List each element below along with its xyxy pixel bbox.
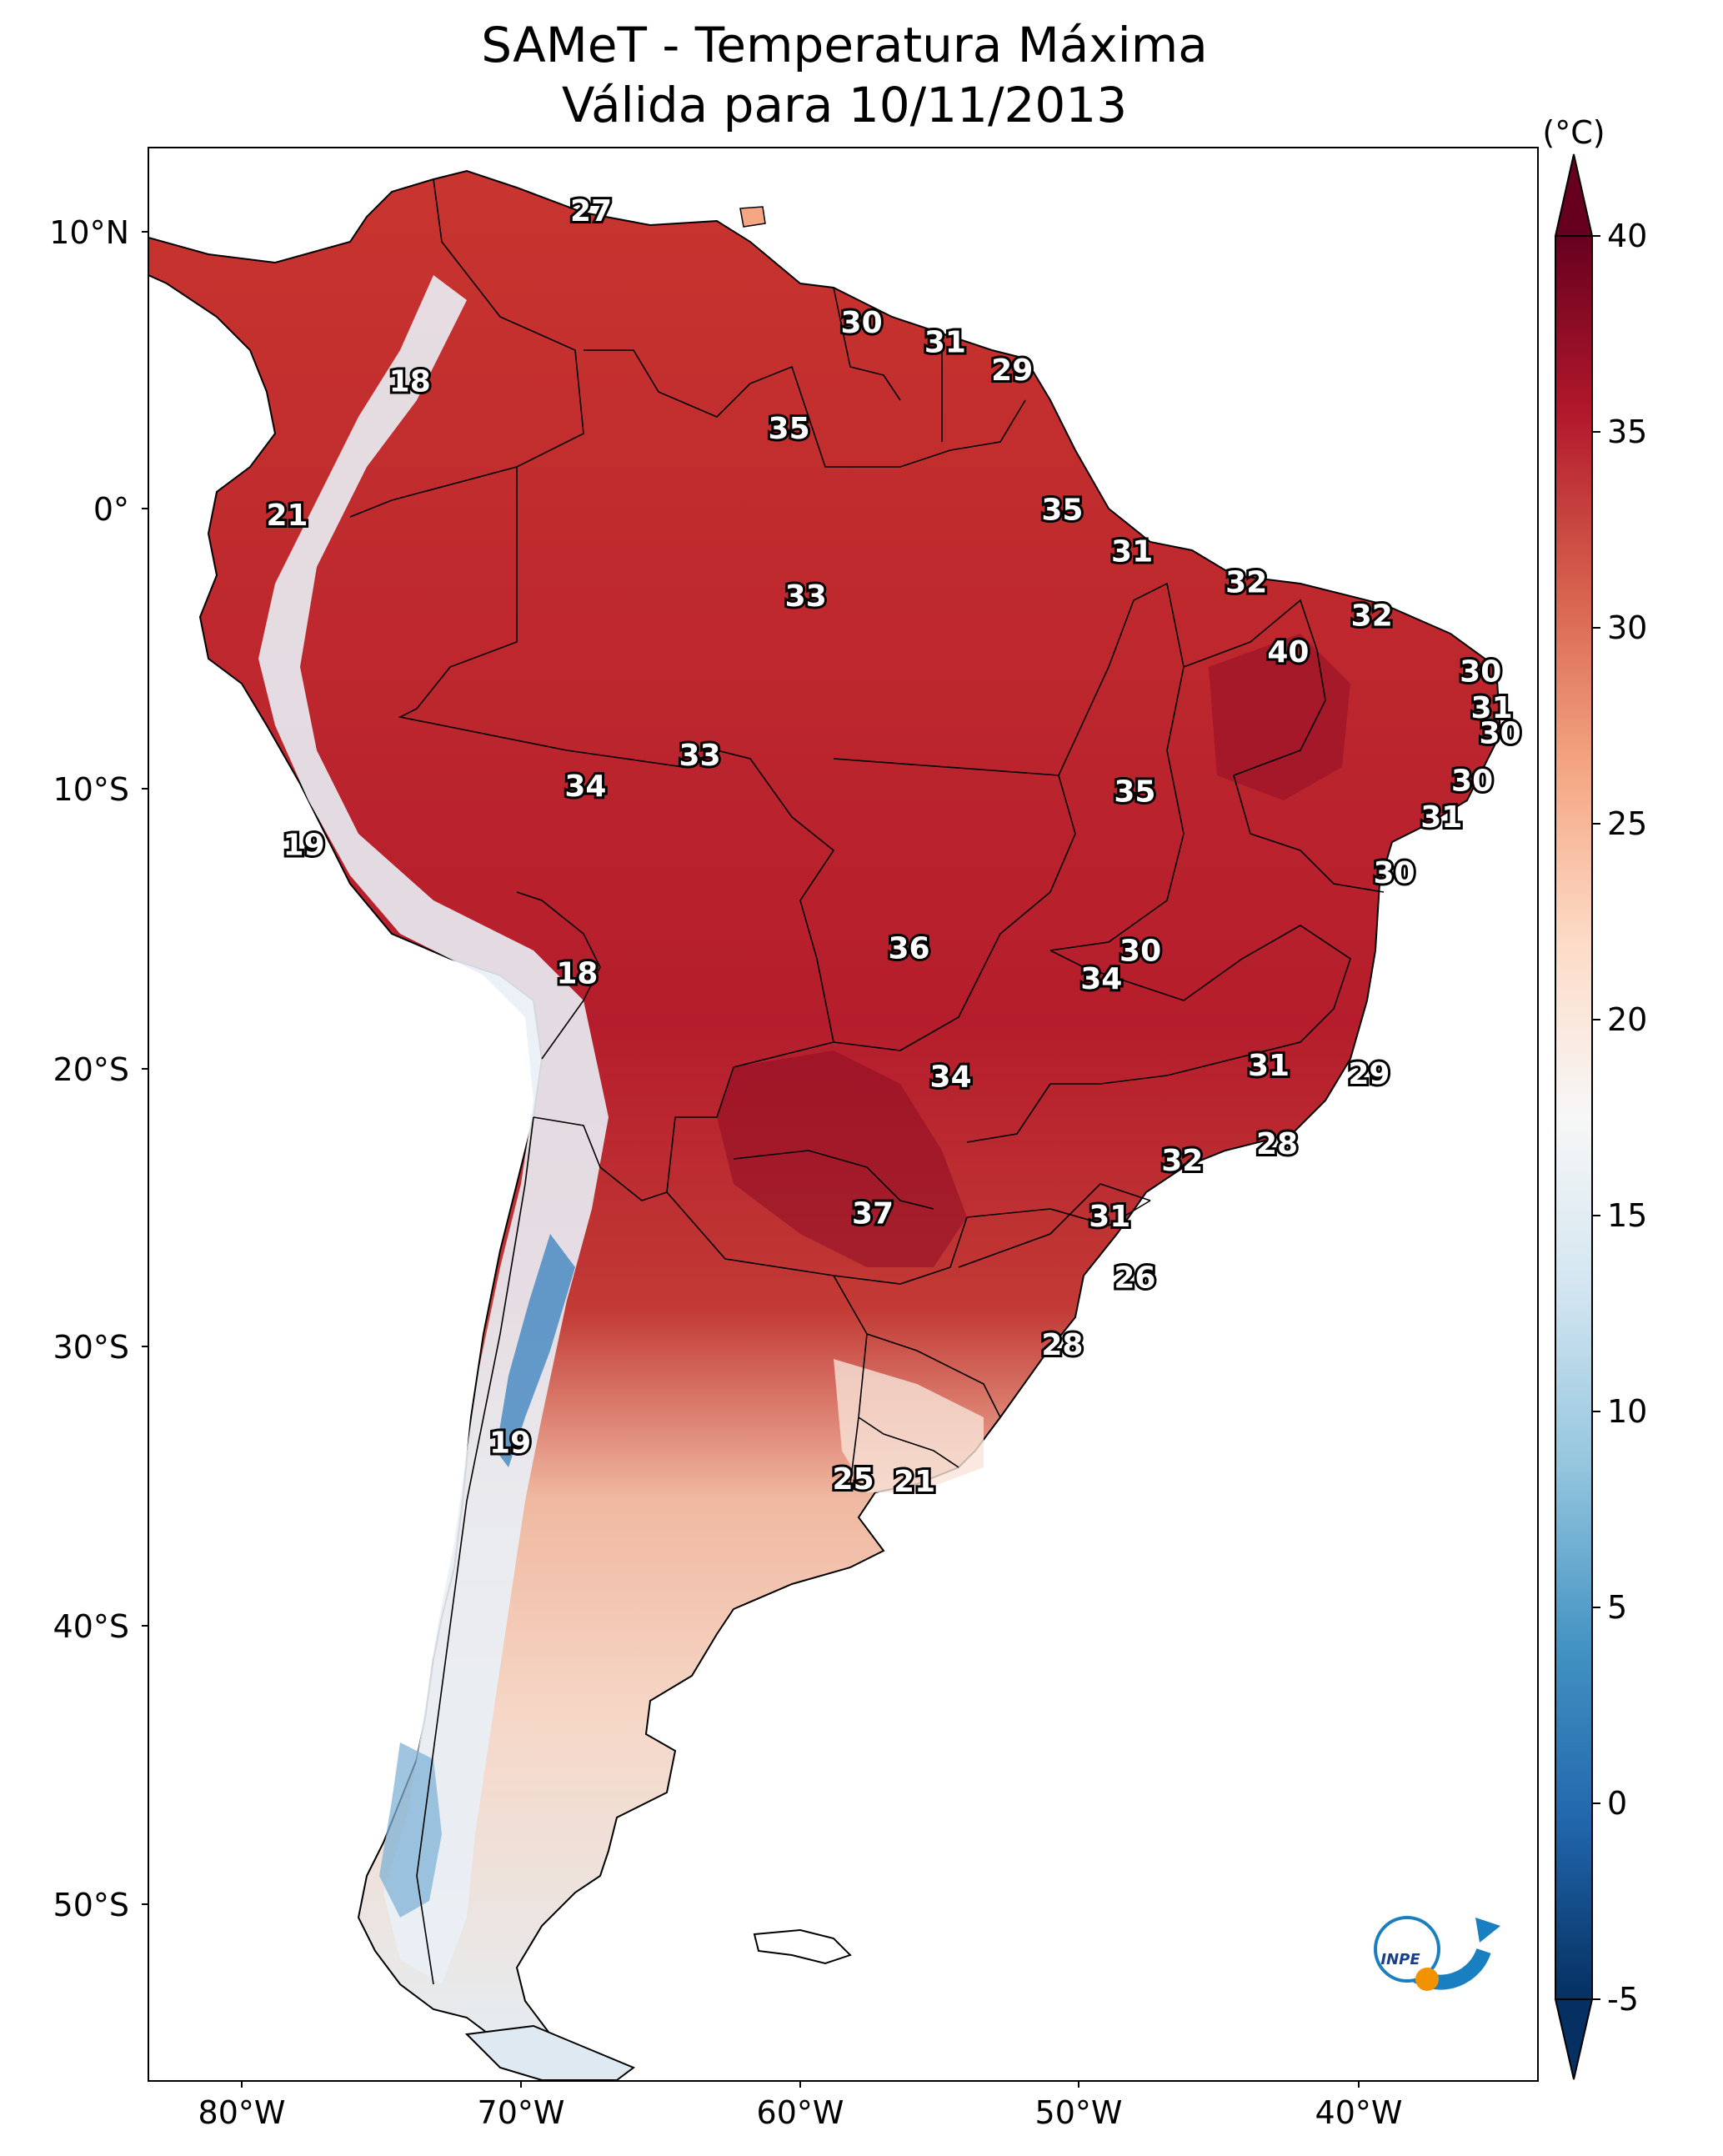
- andes-cold-core: [496, 1234, 575, 1467]
- temperature-label: 30: [1460, 655, 1501, 689]
- temperature-label: 40: [1267, 635, 1309, 669]
- temperature-label: 28: [1256, 1127, 1298, 1161]
- continent-layer: [148, 169, 1502, 2081]
- colorbar: (°C) 40 35 30 25 20 15 10 5 0 -5: [1542, 114, 1647, 2080]
- temperature-label: 30: [1119, 935, 1161, 969]
- hot-core-region: [717, 1050, 967, 1267]
- lon-tick-label: 80°W: [198, 2094, 286, 2131]
- temperature-label: 21: [266, 499, 308, 533]
- colorbar-tick-label: -5: [1607, 1981, 1639, 2018]
- temperature-label: 31: [1248, 1049, 1290, 1083]
- falkland-islands: [753, 1928, 852, 1965]
- temperature-label: 31: [924, 325, 966, 359]
- temperature-label: 30: [841, 306, 883, 340]
- lon-tick-label: 70°W: [478, 2094, 565, 2131]
- temperature-label: 25: [833, 1462, 874, 1497]
- colorbar-tick-label: 20: [1607, 1001, 1647, 1038]
- temperature-label: 21: [894, 1465, 935, 1499]
- colorbar-tick-label: 5: [1607, 1589, 1627, 1626]
- country-borders: [349, 178, 1385, 1985]
- patagonia-cold-zone: [379, 1742, 442, 1918]
- tierra-del-fuego: [464, 2024, 635, 2081]
- colorbar-tick-label: 25: [1607, 805, 1647, 842]
- temperature-label: 33: [679, 739, 721, 773]
- temperature-label: 35: [1114, 775, 1155, 810]
- longitude-axis: 80°W 70°W 60°W 50°W 40°W: [198, 2081, 1403, 2131]
- colorbar-top-arrow: [1554, 153, 1594, 237]
- temperature-label: 32: [1225, 566, 1267, 600]
- temperature-label: 31: [1420, 800, 1462, 835]
- temperature-label: 32: [1351, 599, 1393, 634]
- temperature-label: 27: [570, 194, 612, 228]
- temperature-label: 36: [888, 931, 929, 965]
- temperature-label: 31: [1089, 1200, 1130, 1234]
- temperature-label: 34: [930, 1060, 972, 1094]
- temperature-label: 30: [1451, 764, 1493, 798]
- caribbean-island: [739, 206, 766, 228]
- map-title-line1: SAMeT - Temperatura Máxima: [481, 17, 1208, 73]
- colorbar-bar: [1555, 235, 1593, 2000]
- temperature-label: 29: [1348, 1057, 1390, 1091]
- lat-tick-label: 30°S: [53, 1329, 129, 1366]
- colorbar-unit-label: (°C): [1542, 114, 1605, 151]
- lat-tick-label: 50°S: [53, 1887, 129, 1923]
- lat-tick-label: 20°S: [53, 1051, 129, 1088]
- colorbar-tick-label: 0: [1607, 1785, 1627, 1822]
- lat-tick-label: 10°S: [53, 771, 129, 808]
- temperature-label: 34: [564, 770, 606, 804]
- andes-highlands: [258, 275, 609, 1984]
- temperature-label: 18: [389, 364, 431, 399]
- temperature-label: 31: [1471, 691, 1513, 725]
- temperature-label: 35: [769, 412, 810, 446]
- lon-tick-label: 60°W: [757, 2094, 844, 2131]
- temperature-label: 29: [991, 353, 1033, 388]
- inpe-logo-text: INPE: [1380, 1951, 1420, 1968]
- lon-tick-label: 40°W: [1315, 2094, 1403, 2131]
- colorbar-bottom-arrow: [1554, 1998, 1594, 2080]
- colorbar-tick-label: 30: [1607, 609, 1647, 646]
- colorbar-tick-label: 40: [1607, 218, 1647, 254]
- inpe-logo: INPE: [1374, 1916, 1500, 1991]
- latitude-axis: 10°N 0° 10°S 20°S 30°S 40°S 50°S: [49, 214, 148, 1923]
- temperature-label: 33: [785, 579, 827, 614]
- temperature-label: 32: [1161, 1144, 1203, 1178]
- temperature-label: 19: [283, 828, 325, 862]
- temperature-label: 26: [1114, 1261, 1155, 1296]
- northeast-hot-core: [1209, 634, 1350, 800]
- colorbar-tick-label: 10: [1607, 1393, 1647, 1430]
- temperature-label: 30: [1480, 716, 1521, 750]
- colorbar-tick-label: 15: [1607, 1197, 1647, 1234]
- temperature-label: 19: [489, 1426, 531, 1460]
- temperature-label: 18: [556, 956, 598, 990]
- temperature-label: 34: [1080, 962, 1122, 996]
- temperature-label: 35: [1041, 493, 1083, 527]
- temperature-label: 28: [1041, 1328, 1083, 1362]
- lon-tick-label: 50°W: [1035, 2094, 1123, 2131]
- temperature-label: 37: [852, 1197, 894, 1231]
- lat-tick-label: 40°S: [53, 1608, 129, 1645]
- temperature-label: 31: [1111, 535, 1153, 569]
- colorbar-tick-label: 35: [1607, 414, 1647, 450]
- lat-tick-label: 10°N: [49, 214, 129, 251]
- temperature-label: 30: [1373, 856, 1415, 890]
- map-title-line2: Válida para 10/11/2013: [561, 77, 1128, 133]
- lat-tick-label: 0°: [93, 491, 129, 528]
